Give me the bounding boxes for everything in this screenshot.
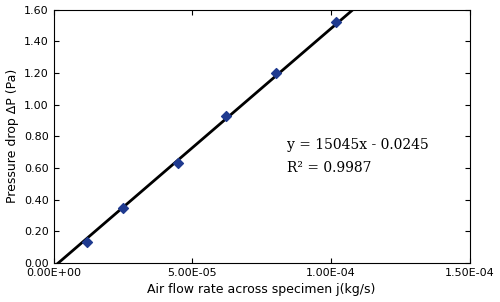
Point bbox=[272, 70, 280, 75]
Point bbox=[174, 161, 182, 165]
Text: y = 15045x - 0.0245
R² = 0.9987: y = 15045x - 0.0245 R² = 0.9987 bbox=[286, 138, 428, 175]
Point bbox=[119, 205, 127, 210]
Point bbox=[332, 20, 340, 25]
Point bbox=[83, 240, 91, 245]
Y-axis label: Pressure drop ΔP (Pa): Pressure drop ΔP (Pa) bbox=[6, 69, 18, 204]
X-axis label: Air flow rate across specimen j(kg/s): Air flow rate across specimen j(kg/s) bbox=[148, 284, 376, 297]
Point bbox=[222, 113, 230, 118]
